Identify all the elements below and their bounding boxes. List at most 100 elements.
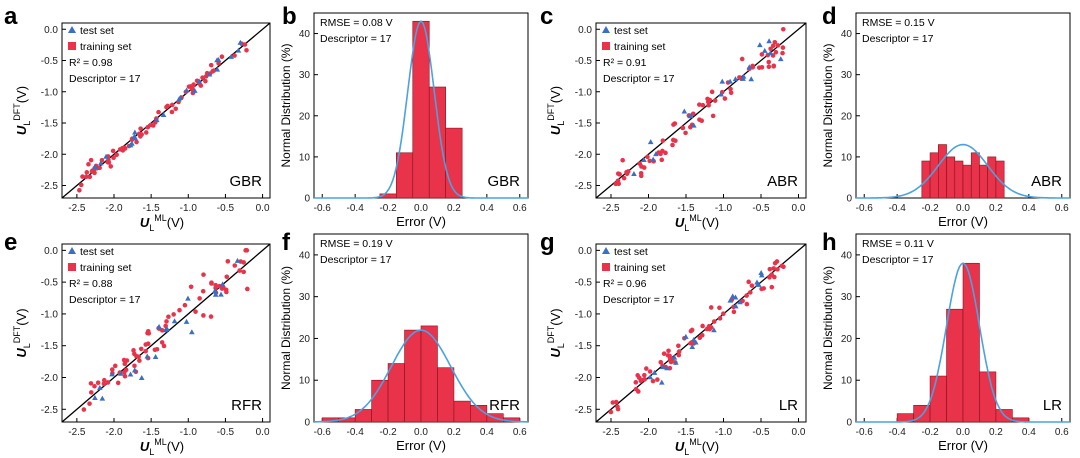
training-point [193,309,198,314]
y-tick-label: -2.0 [575,373,593,384]
test-point [92,164,99,170]
x-tick-label: -1.5 [677,203,695,214]
descriptor-text: Descriptor = 17 [69,73,141,85]
panel-b: b -0.6 -0.4 -0.2 0.0 0.2 0.4 0.6 0 10 20 30 40 RMSE =… [279,3,529,229]
training-point [717,316,723,321]
training-point [120,145,125,151]
training-point [121,357,127,363]
test-point [647,139,654,145]
x-axis-label: ULML(V) [675,213,719,233]
training-point [132,363,137,369]
training-point [708,305,714,310]
y-tick-label: -0.5 [41,56,59,67]
training-point [699,332,705,338]
y-tick-label: 10 [299,376,311,387]
test-point [711,327,717,333]
x-tick-label: -0.6 [856,427,874,438]
training-point [645,154,650,160]
training-point [637,161,643,166]
training-point [746,279,751,285]
training-point [132,351,137,357]
training-point [615,404,620,409]
test-point [748,76,755,82]
training-point [635,389,641,394]
training-point [225,259,231,264]
y-tick-label: 10 [299,152,311,163]
training-point [101,381,107,387]
x-tick-label: 0.2 [989,203,1003,214]
x-tick-label: 0.4 [480,203,494,214]
histogram-bar [962,262,980,423]
training-point [77,187,82,193]
test-point [767,50,774,56]
y-axis-label: Normal Distribution (%) [821,43,835,167]
histogram-bar [404,329,422,423]
test-point [189,329,195,335]
y-axis-label: ULDFT(V) [12,86,32,135]
training-point [152,347,158,353]
training-point [655,377,660,382]
test-point [651,369,658,375]
training-point [683,130,688,136]
histogram-bar [962,164,972,199]
y-tick-label: -2.5 [575,405,593,416]
training-point [171,312,176,317]
y-tick-label: 0.0 [44,246,58,257]
gaussian-fit-curve [314,20,528,199]
rmse-text: RMSE = 0.11 V [862,238,934,250]
training-point [87,401,92,406]
test-point [234,257,241,263]
x-tick-label: -2.0 [105,203,123,214]
x-axis-label: ULML(V) [140,437,184,457]
x-tick-label: 0.2 [447,427,461,438]
x-tick-label: -1.0 [715,427,733,438]
test-point [131,367,138,373]
panel-letter-g: g [540,229,555,256]
panel-a: a -2.5 -2.5 -2.0 -2.0 -1.5 -1.5 -1.0 -1.0 -0.5 -0.… [4,3,271,233]
plot-frame-a [61,22,271,199]
training-point [761,286,767,291]
training-point [642,372,647,378]
histogram-bar [445,127,463,199]
x-tick-label: 0.2 [447,203,461,214]
training-point [769,272,775,277]
training-point [112,363,118,369]
training-point [111,155,116,161]
y-axis-label: ULDFT(V) [12,308,32,357]
descriptor-text: Descriptor = 17 [320,33,392,45]
training-point [122,361,128,367]
y-tick-label: 20 [299,334,311,345]
test-point [659,364,666,370]
x-tick-label: 0.2 [989,427,1003,438]
test-point [109,371,115,377]
training-point [197,296,202,301]
y-tick-label: -2.0 [41,373,59,384]
y-axis-label: ULDFT(V) [546,86,566,135]
training-point [122,373,128,379]
x-tick-label: -0.4 [889,427,907,438]
x-tick-label: -0.5 [217,427,235,438]
x-axis-label: Error (V) [396,214,446,229]
training-point [145,341,151,347]
test-point [683,333,689,339]
legend-test-label: test set [614,25,648,37]
training-point [138,126,143,131]
x-tick-label: -1.5 [677,427,695,438]
training-point [663,150,668,156]
plot-frame-g [595,243,807,423]
test-point [191,87,198,93]
training-point [105,380,111,385]
y-tick-label: -1.0 [41,87,59,98]
training-point [770,43,776,49]
test-point [228,53,234,59]
training-point [712,98,718,103]
test-point [746,64,753,70]
gaussian-fit-curve [313,329,529,423]
x-tick-label: -2.5 [602,203,620,214]
x-tick-label: 0.6 [513,203,527,214]
training-point [676,343,681,349]
y-tick-label: 0.0 [578,246,592,257]
training-point [650,378,656,384]
x-tick-label: -1.5 [143,203,161,214]
test-point [129,140,135,146]
